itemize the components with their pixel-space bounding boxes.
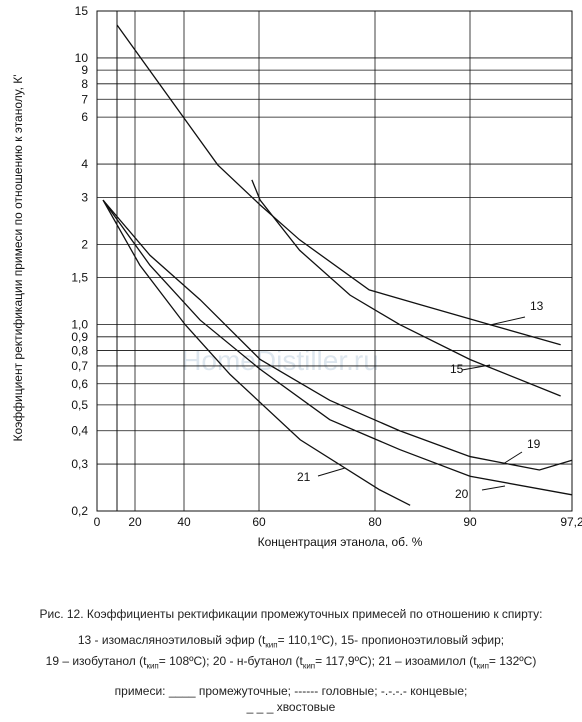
x-tick-label: 40 (177, 515, 191, 529)
subscript: кип (146, 661, 159, 671)
y-tick-label: 9 (81, 63, 88, 77)
caption-text: = 117,9ºС); 21 – изоамилол (t (315, 654, 477, 668)
x-tick-label: 0 (94, 515, 101, 529)
series-line (102, 199, 411, 506)
series-label: 19 (527, 437, 541, 451)
x-tick-label: 60 (252, 515, 266, 529)
label-pointer (317, 467, 346, 477)
y-tick-label: 10 (75, 51, 89, 65)
y-tick-label: 1,0 (71, 318, 88, 332)
y-tick-label: 0,5 (71, 398, 88, 412)
y-tick-label: 4 (81, 157, 88, 171)
x-tick-label: 80 (368, 515, 382, 529)
y-tick-label: 8 (81, 77, 88, 91)
y-tick-label: 2 (81, 237, 88, 251)
y-tick-label: 6 (81, 110, 88, 124)
caption-text: = 110,1ºС), 15- пропионоэтиловый эфир; (277, 633, 505, 647)
series-label: 21 (297, 470, 311, 484)
y-tick-label: 0,8 (71, 343, 88, 357)
y-tick-label: 0,7 (71, 359, 88, 373)
y-tick-label: 0,9 (71, 330, 88, 344)
subscript: кип (476, 661, 489, 671)
series-line (251, 179, 561, 397)
x-tick-label: 97,2 (560, 515, 582, 529)
y-tick-label: 1,5 (71, 271, 88, 285)
label-pointer (502, 451, 523, 465)
caption-text: 13 - изомасляноэтиловый эфир (t (77, 633, 266, 647)
x-tick-label: 90 (463, 515, 477, 529)
y-tick-label: 15 (75, 4, 89, 18)
series-label: 15 (450, 362, 464, 376)
caption-title: Рис. 12. Коэффициенты ректификации проме… (39, 607, 543, 621)
y-tick-label: 0,4 (71, 424, 88, 438)
label-pointer (481, 485, 506, 491)
series-line (116, 24, 561, 346)
y-axis-title: Коэффициент ректификации примеси по отно… (11, 74, 25, 441)
caption-line: 19 – изобутанол (tкип= 108ºС); 20 - н-бу… (0, 654, 582, 670)
series-line (102, 199, 573, 496)
subscript: кип (265, 640, 278, 650)
y-tick-label: 3 (81, 190, 88, 204)
series-line (102, 199, 573, 471)
y-tick-label: 7 (81, 92, 88, 106)
caption-text: = 108ºС); 20 - н-бутанол (t (158, 654, 303, 668)
x-axis-title: Концентрация этанола, об. % (258, 535, 423, 549)
caption-text: = 132ºС) (488, 654, 537, 668)
series-label: 13 (530, 299, 544, 313)
chart: HomeDistiller.ru Концентрация этанола, о… (11, 4, 582, 549)
plot-frame (96, 10, 573, 512)
y-tick-label: 0,3 (71, 457, 88, 471)
y-tick-label: 0,2 (71, 504, 88, 518)
series-label: 20 (455, 487, 469, 501)
caption-legend: примеси: ____ промежуточные; ------ голо… (114, 684, 468, 698)
caption-text: 19 – изобутанол (t (45, 654, 147, 668)
caption-line: 13 - изомасляноэтиловый эфир (tкип= 110,… (0, 633, 582, 649)
label-pointer (461, 364, 491, 371)
label-pointer (489, 316, 526, 326)
subscript: кип (302, 661, 316, 671)
y-tick-label: 0,6 (71, 377, 88, 391)
x-tick-label: 20 (128, 515, 142, 529)
caption-legend: _ _ _ хвостовые (246, 700, 336, 714)
